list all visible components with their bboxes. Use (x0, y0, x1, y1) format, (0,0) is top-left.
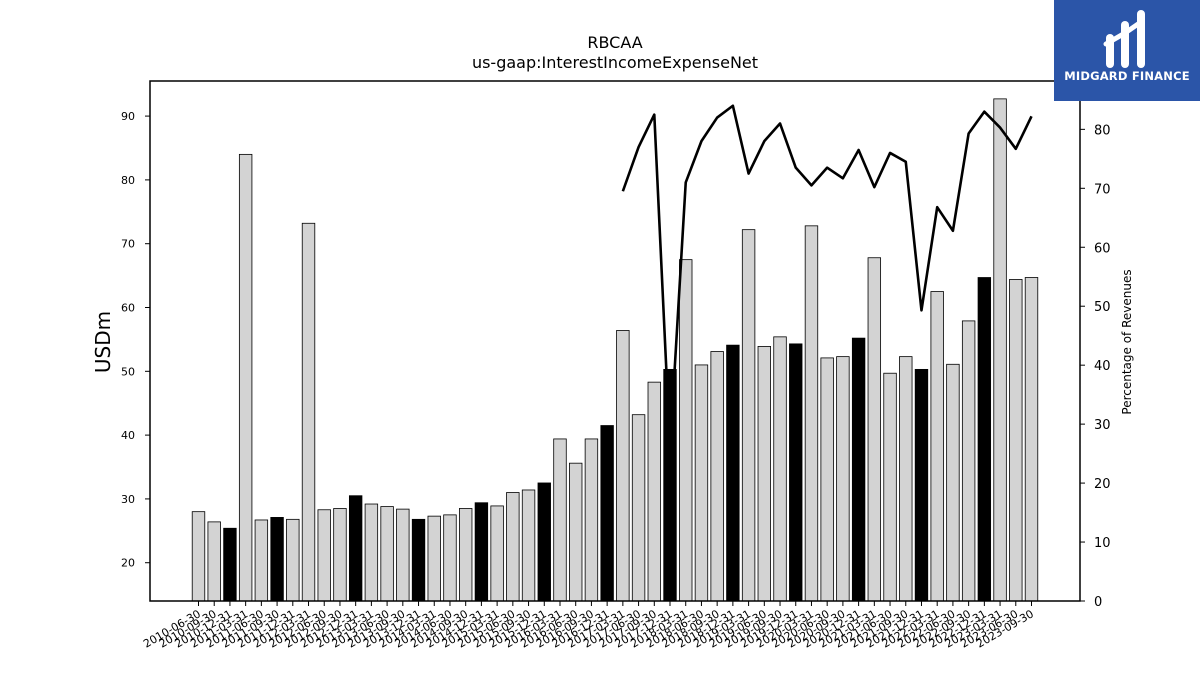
y-tick-label: 20 (121, 557, 135, 570)
bar (914, 368, 929, 602)
bar (333, 508, 347, 602)
bar (789, 343, 803, 602)
bar (600, 425, 614, 602)
x-axis: 2010-06-302010-09-302010-12-312011-03-31… (141, 601, 1036, 651)
bar (977, 277, 992, 602)
bar (270, 517, 284, 602)
bar (679, 259, 693, 602)
bar (569, 462, 583, 602)
y2-tick-label: 70 (1094, 182, 1111, 197)
bar (301, 222, 316, 602)
y2-axis-label: Percentage of Revenues (1120, 269, 1134, 414)
bars-group (191, 98, 1039, 602)
y2-tick-label: 0 (1094, 595, 1102, 610)
bar (191, 511, 206, 602)
bar (317, 509, 331, 602)
bar (710, 351, 724, 602)
bar (521, 489, 536, 602)
y2-tick-label: 60 (1094, 241, 1111, 256)
bar (836, 356, 850, 602)
y2-tick-label: 80 (1094, 123, 1111, 138)
logo-text: MIDGARD FINANCE (1064, 69, 1190, 83)
bar (238, 153, 253, 602)
bar (286, 518, 300, 602)
bar (773, 336, 787, 602)
bar (443, 514, 457, 602)
bar (490, 505, 504, 602)
bar (458, 508, 473, 602)
y-axis-label: USDm (91, 311, 115, 373)
bar (1009, 279, 1023, 602)
bar (741, 229, 756, 602)
bar (427, 515, 441, 602)
bar (396, 508, 410, 602)
bar (726, 344, 740, 602)
bar (867, 257, 882, 602)
bar (411, 518, 426, 602)
bar (223, 527, 237, 602)
bar (757, 346, 771, 602)
bar (364, 503, 379, 602)
y-tick-label: 40 (121, 429, 135, 442)
plot-frame (149, 80, 1081, 602)
bar (348, 495, 363, 602)
y2-tick-label: 30 (1094, 418, 1111, 433)
y2-tick-label: 40 (1094, 359, 1111, 374)
y2-tick-label: 50 (1094, 300, 1111, 315)
bar (946, 363, 960, 602)
bar (804, 225, 819, 602)
y2-tick-label: 20 (1094, 477, 1111, 492)
chart-subtitle: us-gaap:InterestIncomeExpenseNet (471, 53, 759, 72)
y-tick-label: 30 (121, 493, 135, 506)
bar (993, 98, 1007, 602)
line-group (621, 104, 1033, 450)
bar (961, 320, 976, 602)
bar (647, 381, 661, 602)
bar (631, 414, 646, 602)
y-tick-label: 80 (121, 174, 135, 187)
y-tick-label: 50 (121, 365, 135, 378)
bar (1024, 277, 1039, 602)
y-tick-label: 60 (121, 302, 135, 315)
logo-mark-icon (1103, 10, 1145, 68)
bar (553, 438, 567, 602)
y-tick-label: 70 (121, 238, 135, 251)
bar (254, 519, 269, 602)
bar (506, 492, 520, 602)
bar (380, 506, 394, 602)
y-tick-label: 90 (121, 110, 135, 123)
bar (694, 364, 709, 602)
bar (851, 337, 866, 602)
bar (537, 482, 551, 602)
bar (474, 502, 489, 602)
bar (584, 438, 599, 602)
bar (930, 291, 944, 602)
y2-tick-label: 10 (1094, 536, 1111, 551)
chart-title: RBCAA (587, 33, 643, 52)
bar (616, 330, 630, 602)
bar (663, 368, 677, 602)
brand-logo: MIDGARD FINANCE (1054, 0, 1200, 101)
bar (899, 356, 913, 602)
bar (820, 357, 834, 602)
right-axis: 0 10 20 30 40 50 60 70 80 (1080, 123, 1111, 610)
left-axis: 20 30 40 50 60 70 80 90 (121, 110, 150, 570)
bar (207, 521, 221, 602)
bar (883, 372, 897, 602)
